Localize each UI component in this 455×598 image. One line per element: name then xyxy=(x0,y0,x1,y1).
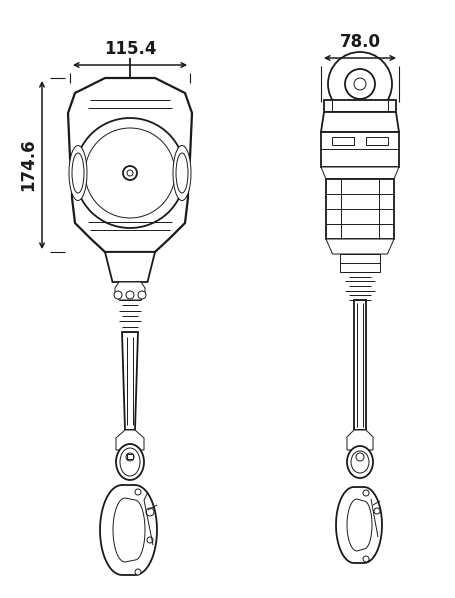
Polygon shape xyxy=(320,112,398,132)
Circle shape xyxy=(126,291,134,299)
Polygon shape xyxy=(335,487,381,563)
Text: 78.0: 78.0 xyxy=(339,33,379,51)
Ellipse shape xyxy=(72,153,84,193)
Polygon shape xyxy=(325,239,393,254)
Circle shape xyxy=(135,569,141,575)
Bar xyxy=(339,254,379,272)
Circle shape xyxy=(126,453,134,461)
Circle shape xyxy=(353,78,365,90)
Circle shape xyxy=(327,52,391,116)
Ellipse shape xyxy=(346,446,372,478)
Circle shape xyxy=(138,291,146,299)
Circle shape xyxy=(135,489,141,495)
Ellipse shape xyxy=(69,145,87,200)
Circle shape xyxy=(373,508,379,514)
Circle shape xyxy=(127,170,133,176)
Polygon shape xyxy=(320,167,398,179)
Bar xyxy=(325,179,393,239)
Bar xyxy=(365,137,387,145)
Polygon shape xyxy=(105,252,155,282)
Circle shape xyxy=(362,556,368,562)
Circle shape xyxy=(355,453,363,461)
Polygon shape xyxy=(115,282,145,300)
Polygon shape xyxy=(113,498,145,562)
Circle shape xyxy=(147,537,153,543)
Bar xyxy=(324,100,395,112)
Polygon shape xyxy=(116,430,144,450)
Circle shape xyxy=(344,69,374,99)
Polygon shape xyxy=(68,78,192,252)
Text: 174.6: 174.6 xyxy=(19,139,37,191)
Circle shape xyxy=(123,166,136,180)
Polygon shape xyxy=(346,499,371,551)
Ellipse shape xyxy=(172,145,191,200)
Ellipse shape xyxy=(120,448,140,476)
Polygon shape xyxy=(346,430,372,450)
Polygon shape xyxy=(122,332,138,430)
Circle shape xyxy=(85,128,175,218)
Ellipse shape xyxy=(176,153,187,193)
Ellipse shape xyxy=(350,451,368,473)
Circle shape xyxy=(114,291,122,299)
Bar xyxy=(353,300,365,430)
Text: 115.4: 115.4 xyxy=(104,40,156,58)
Circle shape xyxy=(75,118,185,228)
Ellipse shape xyxy=(116,444,144,480)
Bar xyxy=(127,454,133,459)
Bar xyxy=(320,132,398,167)
Circle shape xyxy=(146,508,154,516)
Circle shape xyxy=(362,490,368,496)
Polygon shape xyxy=(100,485,157,575)
Bar xyxy=(331,137,353,145)
